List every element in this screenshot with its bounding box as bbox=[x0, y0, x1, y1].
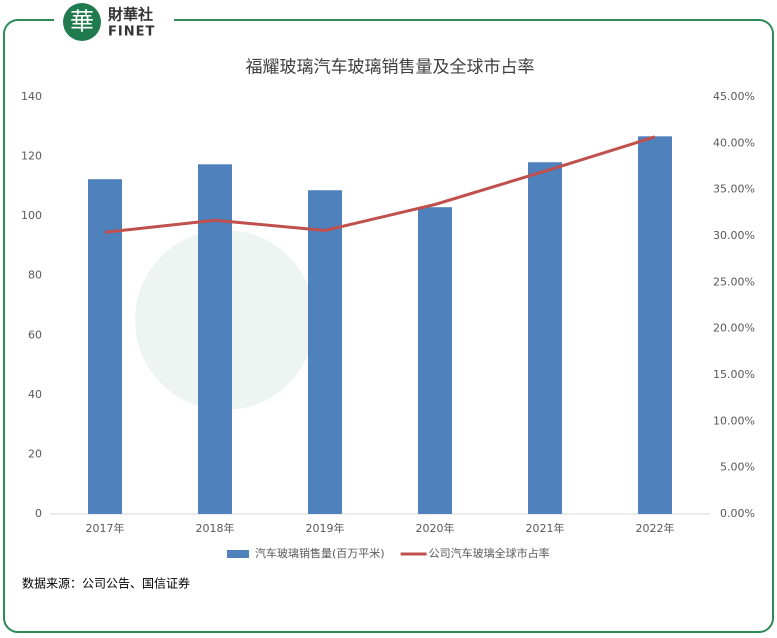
y-tick-label: 40 bbox=[28, 388, 42, 401]
x-tick-label: 2017年 bbox=[86, 521, 125, 535]
bar bbox=[528, 162, 562, 514]
y2-tick-label: 40.00% bbox=[713, 136, 755, 149]
y2-tick-label: 30.00% bbox=[713, 229, 755, 242]
frame bbox=[3, 19, 774, 633]
brand-en: FINET bbox=[108, 25, 155, 40]
y-tick-label: 20 bbox=[28, 447, 42, 460]
brand: 財華社 bbox=[107, 6, 153, 24]
chart-title: 福耀玻璃汽车玻璃销售量及全球市占率 bbox=[246, 58, 535, 78]
x-tick-label: 2022年 bbox=[636, 521, 675, 535]
y2-tick-label: 10.00% bbox=[713, 414, 755, 427]
y2-tick-label: 25.00% bbox=[713, 275, 755, 288]
x-tick-label: 2019年 bbox=[306, 521, 345, 535]
y-tick-label: 80 bbox=[28, 269, 42, 282]
bar bbox=[418, 207, 452, 514]
y2-tick-label: 15.00% bbox=[713, 368, 755, 381]
y-tick-label: 100 bbox=[21, 209, 42, 222]
y-tick-label: 140 bbox=[21, 90, 42, 103]
bar bbox=[88, 179, 122, 515]
y-tick-label: 0 bbox=[35, 507, 42, 520]
legend-swatch bbox=[227, 550, 249, 558]
source: 数据来源：公司公告、国信证券 bbox=[22, 576, 190, 591]
legend-label: 公司汽车玻璃全球市占率 bbox=[429, 546, 550, 560]
bar bbox=[308, 190, 342, 514]
y2-tick-label: 45.00% bbox=[713, 90, 755, 103]
y-tick-label: 60 bbox=[28, 328, 42, 341]
y2-tick-label: 20.00% bbox=[713, 322, 755, 335]
y-tick-label: 120 bbox=[21, 150, 42, 163]
legend-label: 汽车玻璃销售量(百万平米) bbox=[255, 546, 385, 560]
logo-circle bbox=[63, 3, 101, 41]
x-tick-label: 2021年 bbox=[526, 521, 565, 535]
bar bbox=[638, 136, 672, 514]
x-tick-label: 2020年 bbox=[416, 521, 455, 535]
bar bbox=[198, 164, 232, 514]
y2-tick-label: 5.00% bbox=[720, 461, 755, 474]
x-tick-label: 2018年 bbox=[196, 521, 235, 535]
line bbox=[104, 135, 656, 234]
logo-char: 華 bbox=[70, 8, 94, 36]
y2-tick-label: 0.00% bbox=[720, 507, 755, 520]
y2-tick-label: 35.00% bbox=[713, 183, 755, 196]
